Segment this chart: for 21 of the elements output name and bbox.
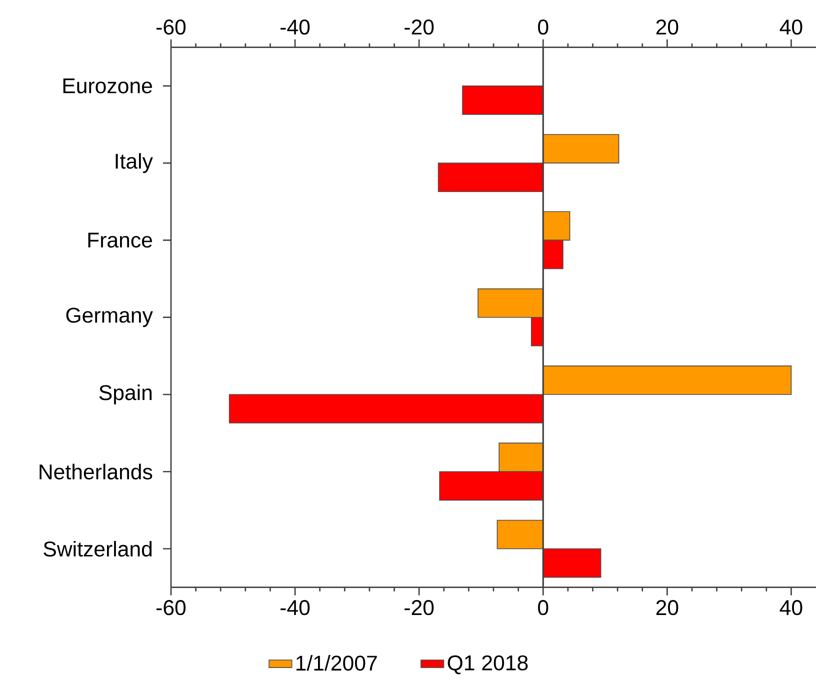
y-tick-label: Switzerland — [44, 540, 152, 557]
y-tick-label: Germany — [66, 308, 153, 328]
y-tick-label: Spain — [99, 384, 152, 404]
y-tick-label: Netherlands — [40, 464, 152, 480]
y-tick-label: Eurozone — [63, 78, 152, 94]
legend-label: Q1 2018 — [448, 655, 528, 674]
x-tick-label: -20 — [404, 600, 434, 616]
x2-tick-label: 0 — [538, 20, 548, 35]
x2-tick-label: -40 — [280, 20, 310, 35]
x-tick-label: 40 — [780, 600, 802, 616]
x2-tick-label: 40 — [780, 20, 802, 35]
legend-label: 1/1/2007 — [296, 655, 377, 671]
y-tick-label: Italy — [116, 153, 153, 174]
x2-tick-label: -60 — [156, 20, 186, 35]
x-tick-label: 0 — [538, 600, 548, 616]
x-tick-label: 20 — [656, 600, 678, 616]
x-tick-label: -40 — [280, 600, 310, 616]
x2-tick-label: 20 — [656, 20, 678, 35]
y-tick-label: France — [88, 232, 152, 248]
x2-tick-label: -20 — [404, 20, 434, 35]
x-tick-label: -60 — [156, 600, 186, 616]
